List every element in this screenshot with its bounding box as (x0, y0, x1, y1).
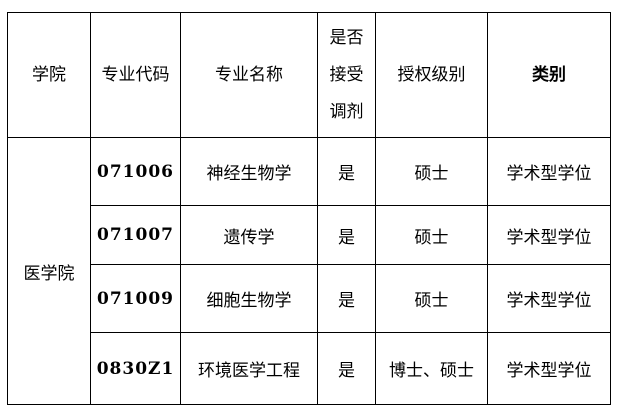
college-cell: 医学院 (7, 137, 91, 405)
type-cell: 学术型学位 (487, 137, 611, 206)
header-adjust: 是否 接受 调剂 (317, 12, 376, 138)
header-level: 授权级别 (375, 12, 488, 138)
code-cell: 071006 (90, 137, 181, 206)
header-adjust-line: 接受 (329, 64, 364, 85)
code-cell: 071007 (90, 205, 181, 265)
name-cell: 遗传学 (180, 205, 318, 265)
table-row: 071009 细胞生物学 是 硕士 学术型学位 (8, 264, 611, 333)
type-cell: 学术型学位 (487, 332, 611, 405)
adjust-cell: 是 (317, 137, 376, 206)
header-adjust-line: 调剂 (329, 101, 364, 122)
table-row: 0830Z1 环境医学工程 是 博士、硕士 学术型学位 (8, 332, 611, 405)
level-cell: 硕士 (375, 264, 488, 333)
level-cell: 硕士 (375, 205, 488, 265)
name-cell: 神经生物学 (180, 137, 318, 206)
level-cell: 硕士 (375, 137, 488, 206)
adjust-cell: 是 (317, 332, 376, 405)
code-cell: 0830Z1 (90, 332, 181, 405)
name-cell: 环境医学工程 (180, 332, 318, 405)
adjust-cell: 是 (317, 264, 376, 333)
adjust-cell: 是 (317, 205, 376, 265)
type-cell: 学术型学位 (487, 205, 611, 265)
program-table: 学院 专业代码 专业名称 是否 接受 调剂 授权级别 类别 医学院 071006… (7, 12, 611, 405)
code-cell: 071009 (90, 264, 181, 333)
header-adjust-line: 是否 (329, 27, 364, 48)
header-college: 学院 (7, 12, 91, 138)
name-cell: 细胞生物学 (180, 264, 318, 333)
type-cell: 学术型学位 (487, 264, 611, 333)
level-cell: 博士、硕士 (375, 332, 488, 405)
header-row: 学院 专业代码 专业名称 是否 接受 调剂 授权级别 类别 (7, 12, 611, 138)
table-row: 071007 遗传学 是 硕士 学术型学位 (8, 205, 611, 265)
header-code: 专业代码 (90, 12, 181, 138)
header-name: 专业名称 (180, 12, 318, 138)
table-row: 医学院 071006 神经生物学 是 硕士 学术型学位 (7, 137, 611, 405)
header-type: 类别 (487, 12, 611, 138)
